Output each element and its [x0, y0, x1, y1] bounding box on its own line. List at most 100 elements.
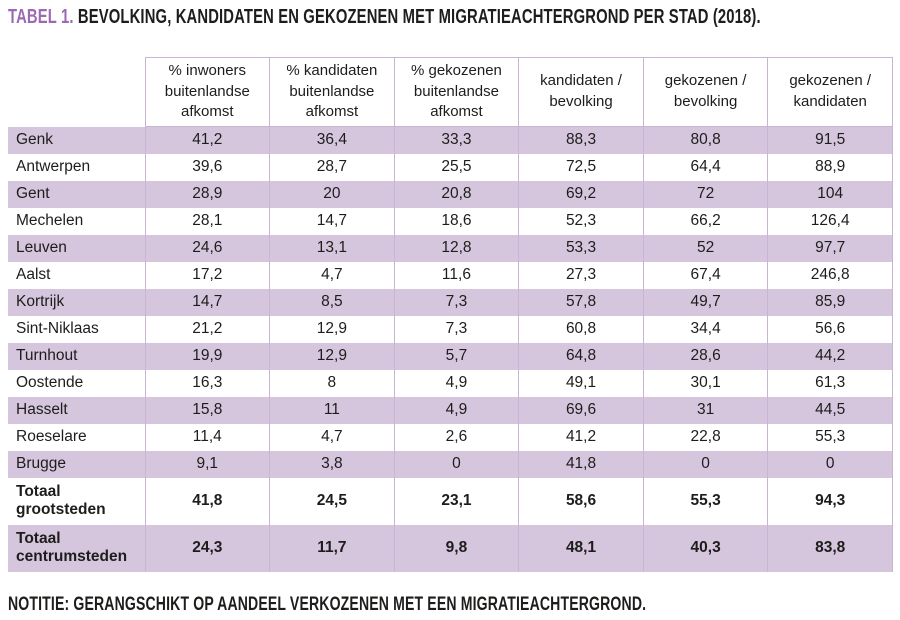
value-cell: 20 — [269, 180, 395, 208]
row-label: Leuven — [8, 234, 145, 262]
value-cell: 28,9 — [144, 180, 270, 208]
value-cell: 41,2 — [518, 423, 644, 451]
value-cell: 55,3 — [642, 477, 768, 525]
row-label: Gent — [8, 180, 145, 208]
value-cell: 24,6 — [144, 234, 270, 262]
value-cell: 4,7 — [269, 423, 395, 451]
value-cell: 64,8 — [518, 342, 644, 370]
value-cell: 14,7 — [269, 207, 395, 235]
table-row: Roeselare 11,4 4,7 2,6 41,2 22,8 55,3 — [8, 423, 893, 451]
value-cell: 9,8 — [393, 524, 519, 572]
value-cell: 58,6 — [518, 477, 644, 525]
value-cell: 12,9 — [269, 315, 395, 343]
page-title: TABEL 1. BEVOLKING, KANDIDATEN EN GEKOZE… — [8, 6, 893, 28]
value-cell: 4,9 — [393, 396, 519, 424]
value-cell: 3,8 — [269, 450, 395, 478]
value-cell: 20,8 — [393, 180, 519, 208]
table-number-label: TABEL 1. — [8, 6, 74, 28]
value-cell: 14,7 — [144, 288, 270, 316]
row-label: Sint-Niklaas — [16, 320, 99, 338]
value-cell: 28,6 — [642, 342, 768, 370]
column-header: kandidaten / bevolking — [518, 56, 644, 128]
value-cell: 7,3 — [393, 288, 519, 316]
value-cell: 40,3 — [642, 524, 768, 572]
table-row: Oostende 16,3 8 4,9 49,1 30,1 61,3 — [8, 369, 893, 397]
column-header: gekozenen / bevolking — [642, 56, 769, 128]
value-cell: 69,6 — [518, 396, 644, 424]
value-cell: 41,8 — [518, 450, 644, 478]
value-cell: 126,4 — [767, 207, 893, 235]
value-cell: 67,4 — [642, 261, 768, 289]
table-row: Leuven 24,6 13,1 12,8 53,3 52 97,7 — [8, 234, 893, 262]
value-cell: 24,3 — [144, 524, 270, 572]
value-cell: 15,8 — [144, 396, 270, 424]
note-text: NOTITIE: GERANGSCHIKT OP AANDEEL VERKOZE… — [8, 593, 647, 615]
value-cell: 21,2 — [144, 315, 270, 343]
value-cell: 36,4 — [269, 126, 395, 154]
value-cell: 97,7 — [767, 234, 893, 262]
value-cell: 24,5 — [269, 477, 395, 525]
value-cell: 0 — [393, 450, 519, 478]
value-cell: 13,1 — [269, 234, 395, 262]
value-cell: 12,9 — [269, 342, 395, 370]
value-cell: 39,6 — [144, 153, 270, 181]
value-cell: 41,8 — [144, 477, 270, 525]
value-cell: 34,4 — [642, 315, 768, 343]
row-label: Kortrijk — [8, 288, 145, 316]
value-cell: 27,3 — [518, 261, 644, 289]
total-row: Totaal grootsteden 41,8 24,5 23,1 58,6 55,3 94… — [8, 477, 893, 525]
column-header: % inwoners buitenlandse afkomst — [144, 56, 271, 128]
row-label: Totaal grootsteden — [16, 482, 106, 519]
table-header: % inwoners buitenlandse afkomst% kandida… — [8, 56, 893, 128]
value-cell: 8,5 — [269, 288, 395, 316]
value-cell: 48,1 — [518, 524, 644, 572]
row-label: Aalst — [16, 266, 51, 284]
value-cell: 72 — [642, 180, 768, 208]
value-cell: 8 — [269, 369, 395, 397]
value-cell: 19,9 — [144, 342, 270, 370]
row-label: Brugge — [8, 450, 145, 478]
value-cell: 33,3 — [393, 126, 519, 154]
header-row: % inwoners buitenlandse afkomst% kandida… — [8, 56, 893, 128]
value-cell: 12,8 — [393, 234, 519, 262]
row-label: Turnhout — [8, 342, 145, 370]
value-cell: 57,8 — [518, 288, 644, 316]
value-cell: 56,6 — [767, 315, 893, 343]
table-body: Genk 41,2 36,4 33,3 88,3 80,8 91,5 Antwerpen 39,… — [8, 126, 893, 572]
row-label: Roeselare — [16, 428, 87, 446]
value-cell: 94,3 — [767, 477, 893, 525]
value-cell: 7,3 — [393, 315, 519, 343]
title-text: BEVOLKING, KANDIDATEN EN GEKOZENEN MET M… — [77, 6, 761, 28]
column-header: % gekozenen buitenlandse afkomst — [393, 56, 520, 128]
value-cell: 11 — [269, 396, 395, 424]
row-label: Oostende — [16, 374, 84, 392]
value-cell: 44,5 — [767, 396, 893, 424]
value-cell: 11,6 — [393, 261, 519, 289]
value-cell: 11,7 — [269, 524, 395, 572]
data-table: % inwoners buitenlandse afkomst% kandida… — [8, 56, 893, 572]
value-cell: 64,4 — [642, 153, 768, 181]
value-cell: 18,6 — [393, 207, 519, 235]
value-cell: 28,1 — [144, 207, 270, 235]
value-cell: 91,5 — [767, 126, 893, 154]
total-row: Totaal centrumsteden 24,3 11,7 9,8 48,1 40,3 8… — [8, 524, 893, 572]
footnote: NOTITIE: GERANGSCHIKT OP AANDEEL VERKOZE… — [8, 595, 893, 614]
value-cell: 246,8 — [767, 261, 893, 289]
value-cell: 69,2 — [518, 180, 644, 208]
table-row: Turnhout 19,9 12,9 5,7 64,8 28,6 44,2 — [8, 342, 893, 370]
blank-header-cell — [8, 58, 145, 127]
value-cell: 17,2 — [144, 261, 270, 289]
column-header: gekozenen / kandidaten — [767, 56, 893, 128]
value-cell: 66,2 — [642, 207, 768, 235]
value-cell: 80,8 — [642, 126, 768, 154]
table-row: Genk 41,2 36,4 33,3 88,3 80,8 91,5 — [8, 126, 893, 154]
value-cell: 30,1 — [642, 369, 768, 397]
value-cell: 60,8 — [518, 315, 644, 343]
page-title-line: TABEL 1. BEVOLKING, KANDIDATEN EN GEKOZE… — [8, 6, 761, 28]
value-cell: 25,5 — [393, 153, 519, 181]
row-label: Totaal centrumsteden — [8, 524, 145, 572]
row-label: Antwerpen — [16, 158, 91, 176]
table-row: Aalst 17,2 4,7 11,6 27,3 67,4 246,8 — [8, 261, 893, 289]
value-cell: 0 — [767, 450, 893, 478]
